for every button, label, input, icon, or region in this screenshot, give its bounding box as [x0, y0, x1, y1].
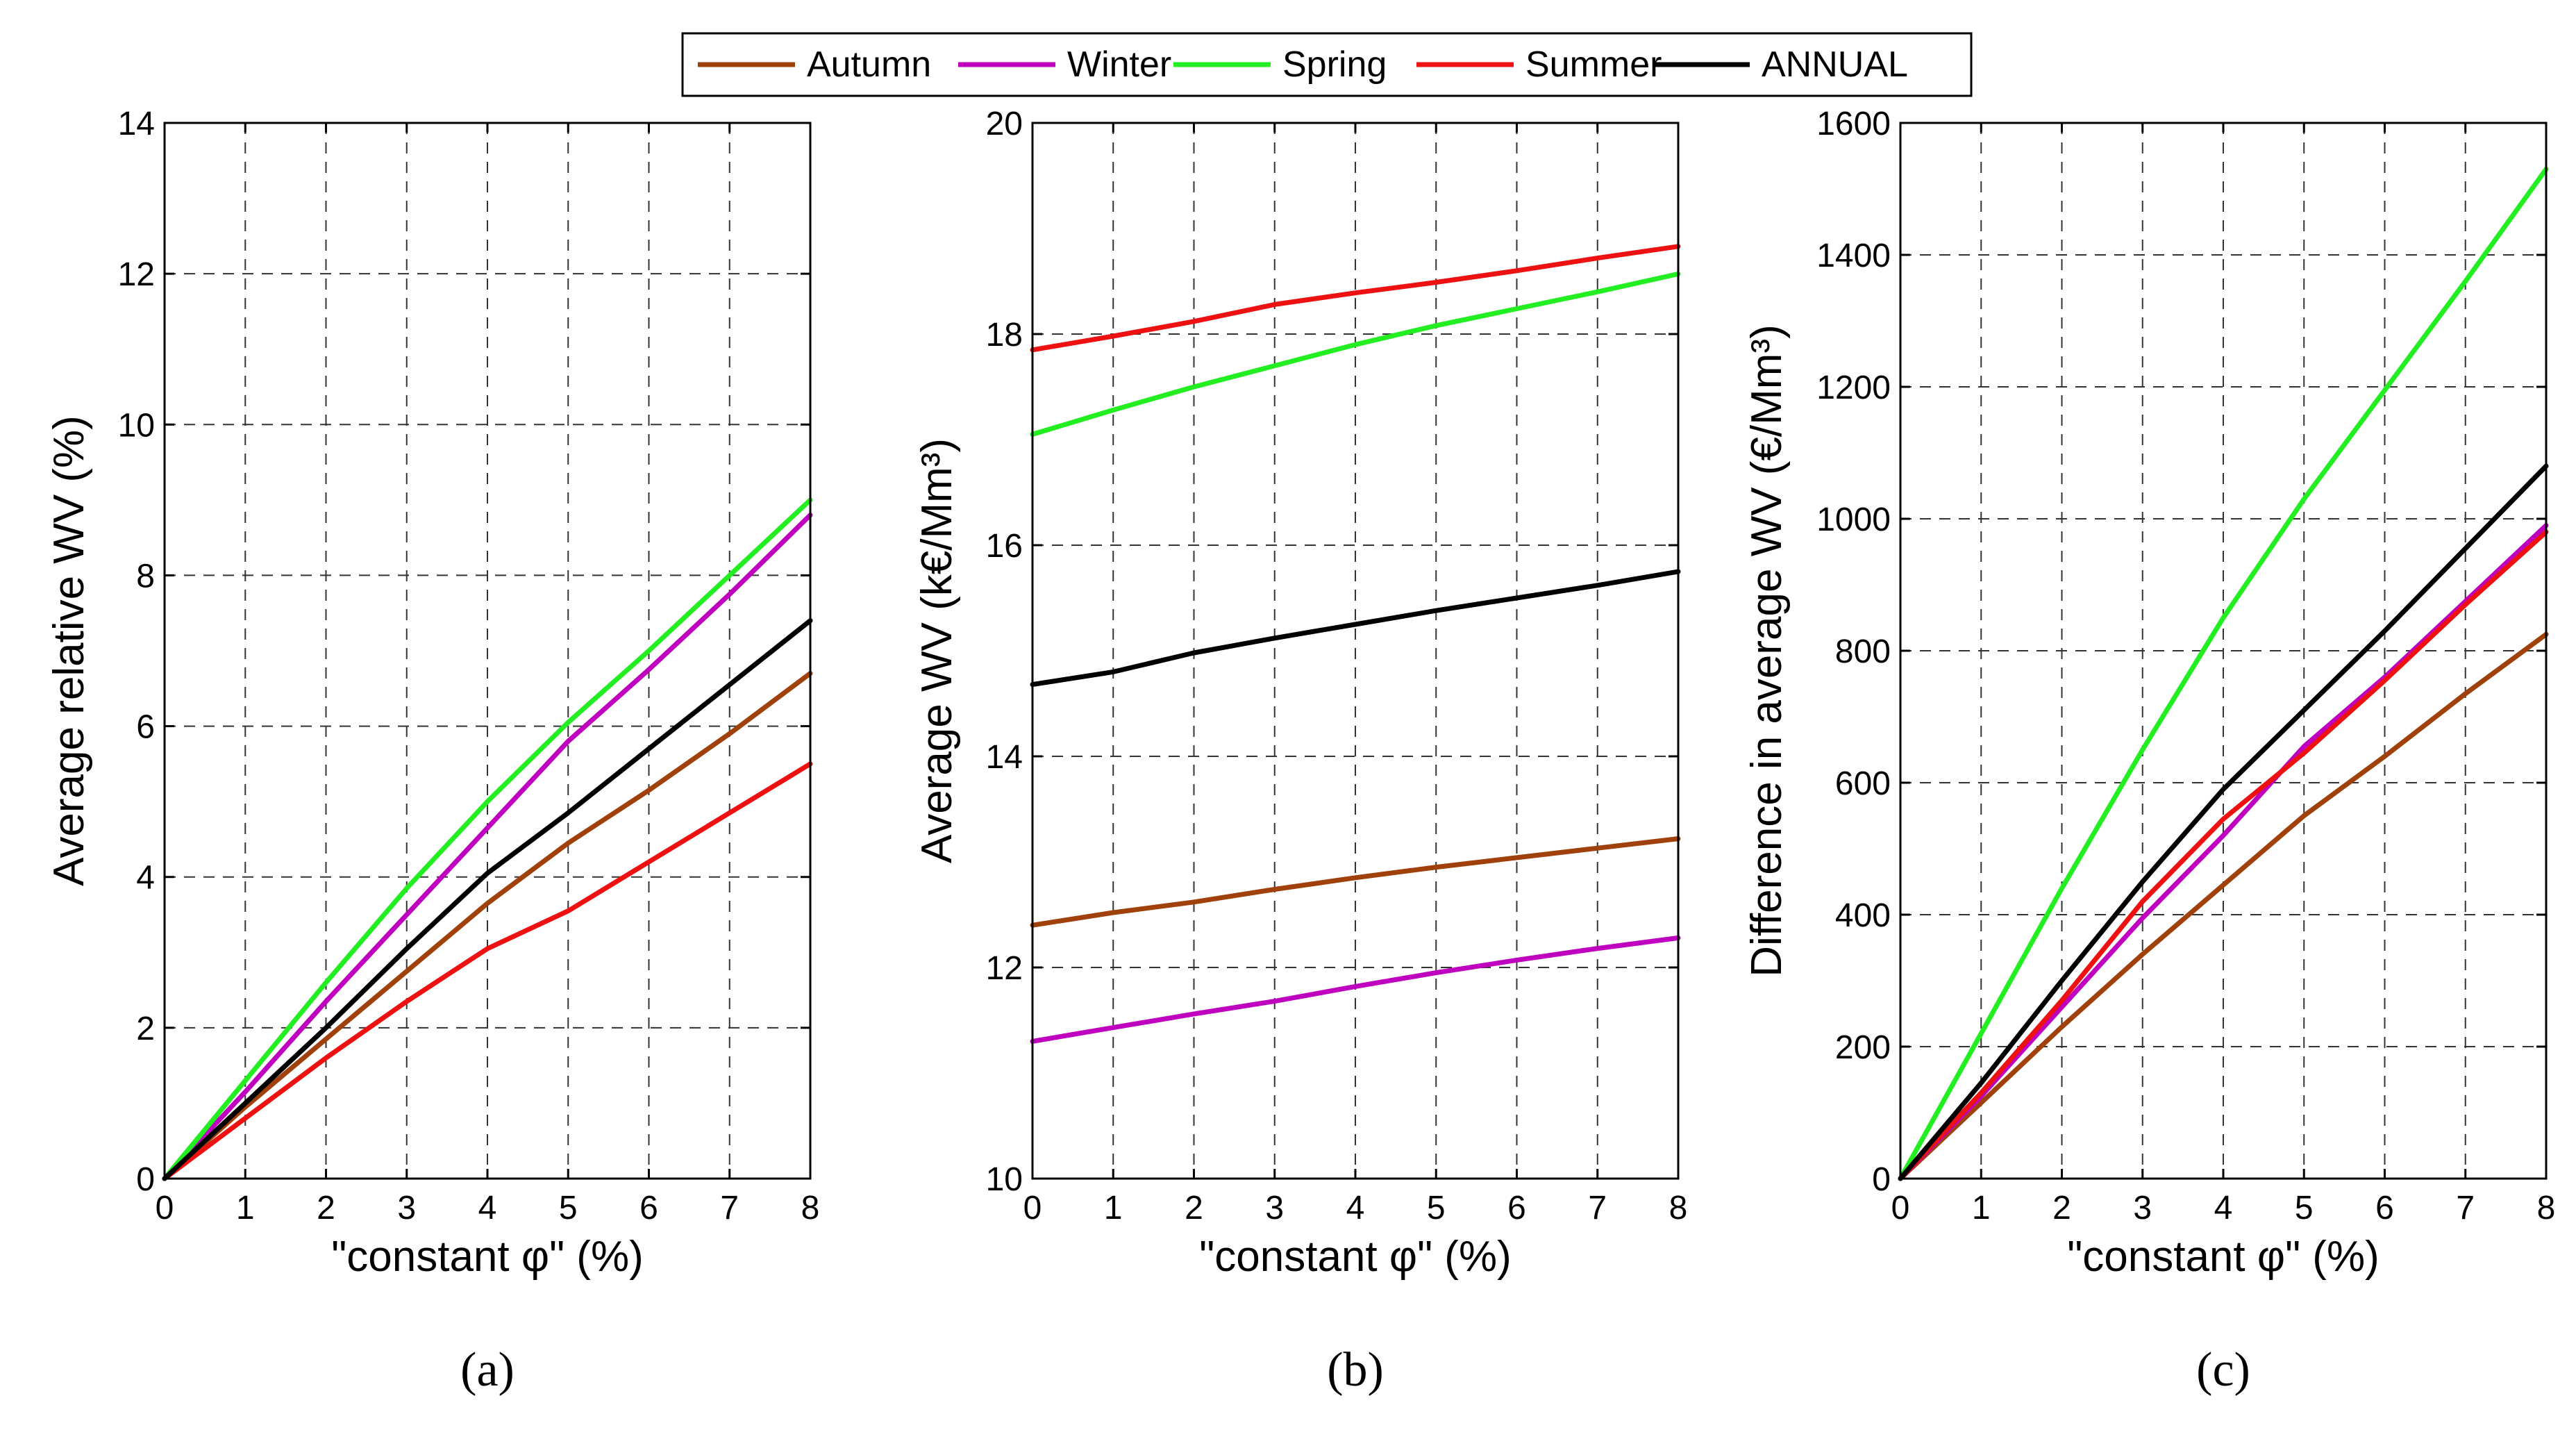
x-axis-label: "constant φ" (%) — [2067, 1233, 2379, 1281]
panel-label: (a) — [460, 1343, 515, 1397]
x-tick-label: 3 — [2133, 1190, 2152, 1227]
chart-panel-c: 0 1 2 3 4 5 6 7 8 0 200 400 600 800 1000 1200 1400 1600 "c… — [1743, 106, 2555, 1397]
series-line-autumn — [1030, 836, 1681, 928]
x-tick-label: 5 — [1427, 1190, 1446, 1227]
x-tick-label: 0 — [1891, 1190, 1910, 1227]
series-line-annual — [1898, 463, 2549, 1181]
y-axis-label: Average relative WV (%) — [45, 415, 93, 886]
y-tick-label: 800 — [1835, 633, 1891, 670]
x-tick-label: 6 — [1507, 1190, 1526, 1227]
x-tick-label: 4 — [478, 1190, 497, 1227]
x-tick-label: 8 — [801, 1190, 820, 1227]
legend-label-spring: Spring — [1282, 44, 1387, 85]
x-tick-label: 0 — [156, 1190, 174, 1227]
y-tick-label: 1400 — [1816, 238, 1891, 274]
y-tick-label: 0 — [1872, 1161, 1891, 1198]
legend-label-summer: Summer — [1525, 44, 1662, 85]
legend-label-winter: Winter — [1067, 44, 1171, 85]
series-line-spring — [1898, 167, 2549, 1181]
legend-label-autumn: Autumn — [807, 44, 931, 85]
series-line-winter — [162, 513, 813, 1181]
y-tick-label: 4 — [136, 860, 155, 897]
y-tick-label: 8 — [136, 558, 155, 595]
x-axis-label: "constant φ" (%) — [1199, 1233, 1511, 1281]
series-line-summer — [1030, 244, 1681, 353]
x-tick-label: 2 — [317, 1190, 335, 1227]
y-tick-label: 1000 — [1816, 501, 1891, 538]
series-line-annual — [162, 618, 813, 1181]
y-tick-label: 0 — [136, 1161, 155, 1198]
x-tick-label: 1 — [236, 1190, 255, 1227]
x-tick-label: 7 — [720, 1190, 739, 1227]
series-line-summer — [162, 761, 813, 1181]
y-tick-label: 14 — [118, 106, 155, 142]
x-tick-label: 8 — [1669, 1190, 1688, 1227]
x-tick-label: 8 — [2537, 1190, 2556, 1227]
x-tick-label: 1 — [1104, 1190, 1123, 1227]
x-tick-label: 2 — [2052, 1190, 2071, 1227]
legend-box — [681, 32, 1973, 97]
y-tick-label: 14 — [986, 739, 1023, 776]
x-tick-label: 4 — [1346, 1190, 1365, 1227]
x-tick-label: 6 — [2375, 1190, 2394, 1227]
series-line-winter — [1030, 935, 1681, 1044]
y-axis-label: Average WV (k€/Mm³) — [913, 438, 961, 863]
y-tick-label: 400 — [1835, 897, 1891, 934]
x-tick-label: 2 — [1185, 1190, 1203, 1227]
y-tick-label: 200 — [1835, 1029, 1891, 1066]
y-tick-label: 18 — [986, 317, 1023, 354]
y-tick-label: 1200 — [1816, 369, 1891, 406]
y-tick-label: 16 — [986, 528, 1023, 565]
series-line-spring — [162, 497, 813, 1181]
y-axis-label: Difference in average WV (€/Mm³) — [1743, 324, 1791, 976]
series-line-summer — [1898, 529, 2549, 1181]
panel-label: (b) — [1327, 1343, 1384, 1397]
x-tick-label: 3 — [397, 1190, 416, 1227]
y-tick-label: 600 — [1835, 765, 1891, 802]
x-tick-label: 6 — [639, 1190, 658, 1227]
x-tick-label: 5 — [559, 1190, 578, 1227]
x-tick-label: 5 — [2295, 1190, 2314, 1227]
panel-label: (c) — [2196, 1343, 2250, 1397]
x-tick-label: 3 — [1265, 1190, 1284, 1227]
x-tick-label: 1 — [1972, 1190, 1991, 1227]
legend: Autumn Winter Spring Summer ANNUAL — [681, 32, 1973, 97]
series-line-autumn — [162, 671, 813, 1181]
x-tick-label: 7 — [2456, 1190, 2475, 1227]
y-tick-label: 10 — [118, 407, 155, 444]
y-tick-label: 1600 — [1816, 106, 1891, 142]
y-tick-label: 12 — [986, 950, 1023, 987]
y-tick-label: 20 — [986, 106, 1023, 142]
series-line-autumn — [1898, 631, 2549, 1181]
series-line-spring — [1030, 271, 1681, 437]
series-line-annual — [1030, 569, 1681, 688]
y-tick-label: 10 — [986, 1161, 1023, 1198]
y-tick-label: 2 — [136, 1011, 155, 1047]
x-tick-label: 7 — [1588, 1190, 1607, 1227]
y-tick-label: 6 — [136, 709, 155, 746]
x-tick-label: 4 — [2214, 1190, 2233, 1227]
legend-label-annual: ANNUAL — [1762, 44, 1908, 85]
y-tick-label: 12 — [118, 256, 155, 293]
x-tick-label: 0 — [1023, 1190, 1042, 1227]
x-axis-label: "constant φ" (%) — [331, 1233, 643, 1281]
